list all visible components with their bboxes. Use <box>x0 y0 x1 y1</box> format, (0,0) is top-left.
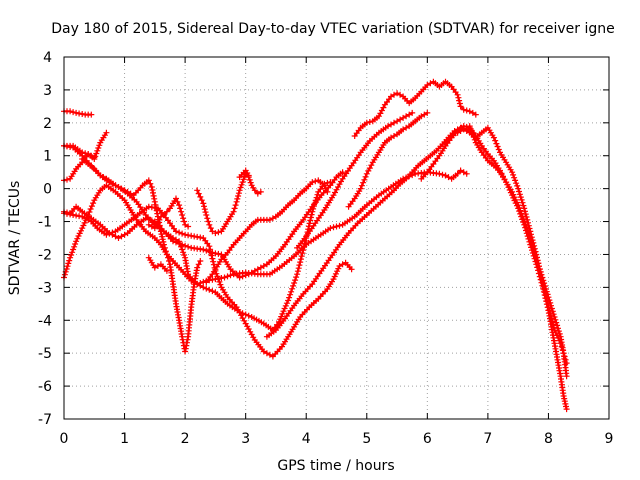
y-tick-label: 3 <box>43 83 52 99</box>
series-arc-14 <box>203 177 331 286</box>
series-plus-markers <box>294 109 416 251</box>
series-arc-11 <box>194 187 216 235</box>
series-arc-17 <box>345 109 431 210</box>
series-plus-markers <box>442 167 470 182</box>
series-plus-markers <box>236 167 252 181</box>
y-tick-label: 2 <box>43 116 52 132</box>
x-tick-label: 7 <box>483 431 492 447</box>
series-arc-18 <box>351 78 479 139</box>
x-tick-label: 5 <box>362 431 371 447</box>
y-tick-label: 4 <box>43 50 52 66</box>
data-series <box>61 78 570 413</box>
series-arc-9 <box>145 195 192 232</box>
y-tick-label: -1 <box>38 215 52 231</box>
y-tick-labels: -7 -6 -5 -4 -3 -2 -1 0 1 2 3 4 <box>38 50 52 428</box>
plot-frame <box>63 56 610 420</box>
series-plus-markers <box>145 195 192 232</box>
x-tick-label: 2 <box>181 431 190 447</box>
series-arc-1 <box>61 108 95 118</box>
series-arc-10 <box>145 254 170 274</box>
x-tick-label: 1 <box>120 431 129 447</box>
x-tick-label: 9 <box>605 431 614 447</box>
x-tick-label: 4 <box>302 431 311 447</box>
series-plus-markers <box>194 187 216 235</box>
series-plus-markers <box>145 254 170 274</box>
series-arc-8 <box>79 156 204 355</box>
series-arc-16 <box>294 109 416 251</box>
series-plus-markers <box>466 123 570 380</box>
y-tick-label: -2 <box>38 247 52 263</box>
x-tick-label: 6 <box>423 431 432 447</box>
series-plus-markers <box>351 78 479 139</box>
axis-ticks <box>63 56 610 420</box>
series-plus-markers <box>345 109 431 210</box>
y-tick-label: 0 <box>43 182 52 198</box>
grid <box>64 57 609 419</box>
y-tick-label: -6 <box>38 379 52 395</box>
x-tick-label: 3 <box>241 431 250 447</box>
series-arc-20 <box>442 167 470 182</box>
series-plus-markers <box>79 156 204 355</box>
series-plus-markers <box>203 177 331 286</box>
y-tick-label: -3 <box>38 280 52 296</box>
x-tick-labels: 0 1 2 3 4 5 6 7 8 9 <box>60 431 614 447</box>
series-arc-13 <box>236 167 252 181</box>
y-tick-label: 1 <box>43 149 52 165</box>
y-tick-label: -4 <box>38 313 52 329</box>
chart-title: Day 180 of 2015, Sidereal Day-to-day VTE… <box>51 21 614 37</box>
series-arc-15 <box>263 124 476 340</box>
y-tick-label: -7 <box>38 412 52 428</box>
x-axis-label: GPS time / hours <box>277 458 394 474</box>
series-plus-markers <box>263 124 476 340</box>
y-tick-label: -5 <box>38 346 52 362</box>
y-axis-label: SDTVAR / TECUs <box>7 181 23 296</box>
x-tick-label: 8 <box>544 431 553 447</box>
x-tick-label: 0 <box>60 431 69 447</box>
series-arc-22 <box>466 123 570 380</box>
